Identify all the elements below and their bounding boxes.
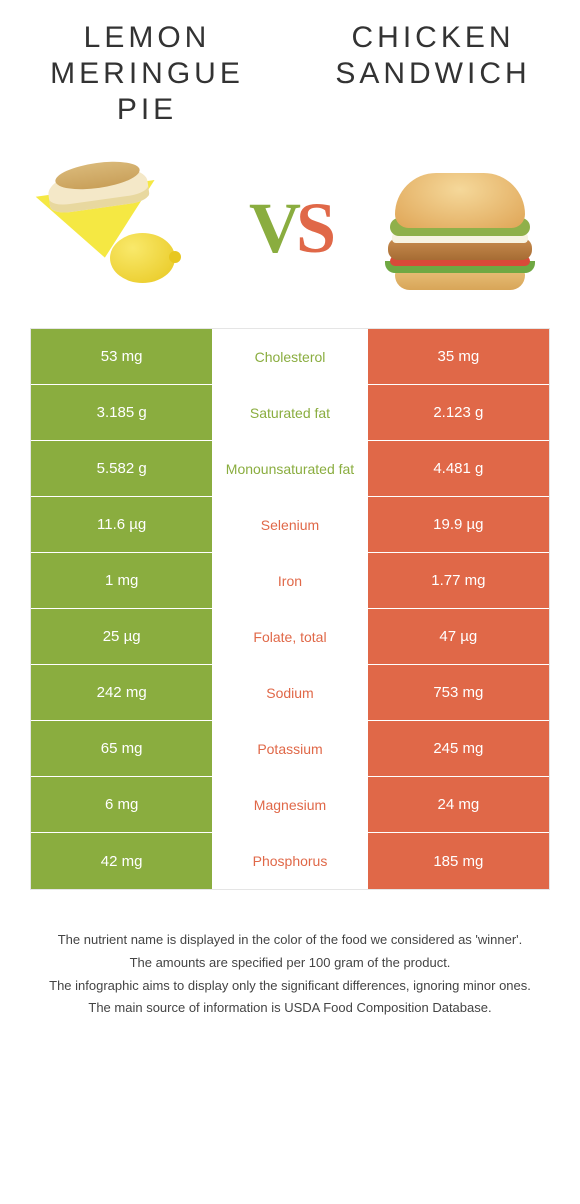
right-value-cell: 24 mg xyxy=(368,777,549,832)
nutrient-label-cell: Selenium xyxy=(212,497,367,552)
left-value-cell: 11.6 µg xyxy=(31,497,212,552)
left-value-cell: 1 mg xyxy=(31,553,212,608)
footnote-line: The amounts are specified per 100 gram o… xyxy=(40,953,540,974)
left-value-cell: 5.582 g xyxy=(31,441,212,496)
nutrient-label-cell: Phosphorus xyxy=(212,833,367,889)
nutrient-label-cell: Monounsaturated fat xyxy=(212,441,367,496)
left-value-cell: 242 mg xyxy=(31,665,212,720)
comparison-table: 53 mgCholesterol35 mg3.185 gSaturated fa… xyxy=(30,328,550,890)
footnote-line: The main source of information is USDA F… xyxy=(40,998,540,1019)
left-food-title: Lemon Meringue Pie xyxy=(30,20,264,128)
nutrient-label-cell: Saturated fat xyxy=(212,385,367,440)
table-row: 65 mgPotassium245 mg xyxy=(31,721,549,777)
left-value-cell: 53 mg xyxy=(31,329,212,384)
left-value-cell: 65 mg xyxy=(31,721,212,776)
right-food-image xyxy=(370,158,550,298)
table-row: 11.6 µgSelenium19.9 µg xyxy=(31,497,549,553)
pie-icon xyxy=(30,158,210,298)
vs-s: S xyxy=(296,188,331,268)
nutrient-label-cell: Cholesterol xyxy=(212,329,367,384)
nutrient-label-cell: Folate, total xyxy=(212,609,367,664)
right-food-title: Chicken Sandwich xyxy=(316,20,550,92)
table-row: 3.185 gSaturated fat2.123 g xyxy=(31,385,549,441)
footnotes: The nutrient name is displayed in the co… xyxy=(30,930,550,1019)
nutrient-label-cell: Sodium xyxy=(212,665,367,720)
nutrient-label-cell: Potassium xyxy=(212,721,367,776)
footnote-line: The nutrient name is displayed in the co… xyxy=(40,930,540,951)
left-value-cell: 6 mg xyxy=(31,777,212,832)
left-food-image xyxy=(30,158,210,298)
right-value-cell: 1.77 mg xyxy=(368,553,549,608)
vs-label: VS xyxy=(249,187,331,270)
sandwich-icon xyxy=(370,158,550,298)
right-value-cell: 4.481 g xyxy=(368,441,549,496)
right-value-cell: 245 mg xyxy=(368,721,549,776)
table-row: 1 mgIron1.77 mg xyxy=(31,553,549,609)
right-value-cell: 35 mg xyxy=(368,329,549,384)
left-value-cell: 42 mg xyxy=(31,833,212,889)
nutrient-label-cell: Magnesium xyxy=(212,777,367,832)
left-value-cell: 25 µg xyxy=(31,609,212,664)
right-value-cell: 185 mg xyxy=(368,833,549,889)
table-row: 242 mgSodium753 mg xyxy=(31,665,549,721)
images-row: VS xyxy=(30,158,550,298)
right-value-cell: 19.9 µg xyxy=(368,497,549,552)
table-row: 6 mgMagnesium24 mg xyxy=(31,777,549,833)
nutrient-label-cell: Iron xyxy=(212,553,367,608)
right-value-cell: 2.123 g xyxy=(368,385,549,440)
footnote-line: The infographic aims to display only the… xyxy=(40,976,540,997)
left-value-cell: 3.185 g xyxy=(31,385,212,440)
right-value-cell: 47 µg xyxy=(368,609,549,664)
right-value-cell: 753 mg xyxy=(368,665,549,720)
vs-v: V xyxy=(249,188,296,268)
table-row: 53 mgCholesterol35 mg xyxy=(31,329,549,385)
header: Lemon Meringue Pie Chicken Sandwich xyxy=(30,20,550,128)
table-row: 42 mgPhosphorus185 mg xyxy=(31,833,549,889)
table-row: 25 µgFolate, total47 µg xyxy=(31,609,549,665)
table-row: 5.582 gMonounsaturated fat4.481 g xyxy=(31,441,549,497)
